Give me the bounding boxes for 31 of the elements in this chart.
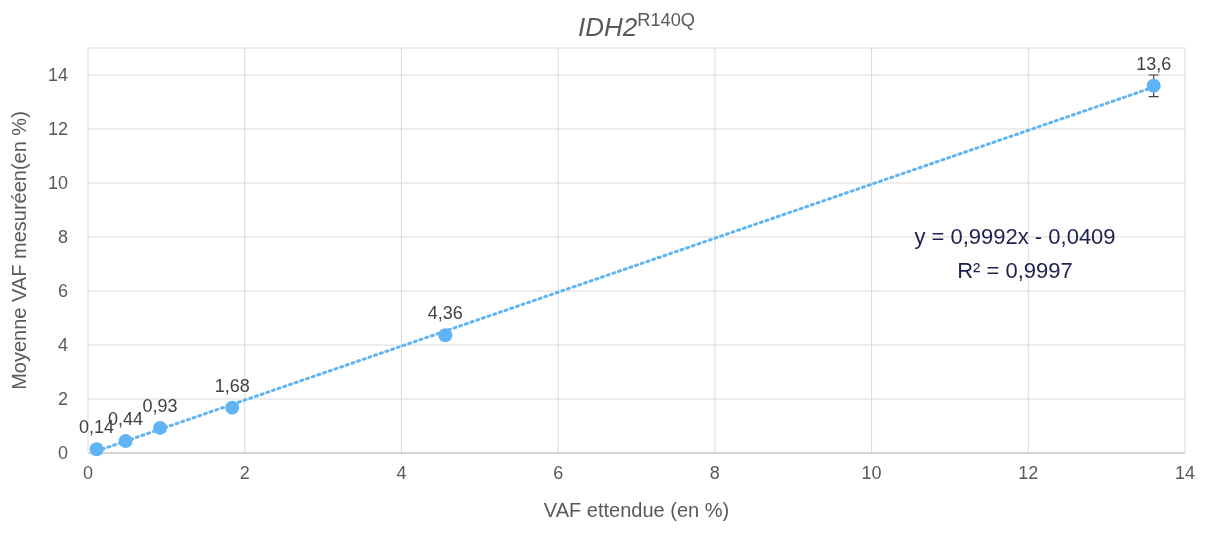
point — [1146, 78, 1161, 93]
x-tick-label: 10 — [861, 463, 882, 483]
y-axis-title: Moyenne VAF mesuréen(en %) — [8, 111, 30, 390]
y-tick-label: 6 — [57, 281, 68, 301]
point — [153, 420, 168, 435]
y-tick-label: 12 — [47, 119, 68, 139]
point — [89, 442, 104, 457]
data-label: 13,6 — [1136, 53, 1172, 74]
x-tick-label: 0 — [82, 463, 94, 483]
y-tick-label: 0 — [57, 443, 68, 463]
point — [438, 328, 453, 343]
x-tick-label: 4 — [396, 463, 407, 483]
x-tick-label: 8 — [709, 463, 720, 483]
y-tick-label: 8 — [57, 227, 68, 247]
y-tick-label: 14 — [47, 65, 68, 85]
data-label: 1,68 — [214, 375, 250, 396]
point — [225, 400, 240, 415]
x-tick-label: 2 — [239, 463, 250, 483]
annotation: y = 0,9992x - 0,0409 — [914, 224, 1116, 249]
chart-title: IDH2$^{R140Q}$ — [578, 10, 695, 42]
y-tick-label: 2 — [57, 389, 68, 409]
x-tick-label: 14 — [1174, 463, 1196, 483]
x-tick-label: 6 — [553, 463, 564, 483]
data-label: 4,36 — [427, 303, 463, 324]
x-tick-label: 12 — [1018, 463, 1039, 483]
y-tick-label: 10 — [47, 173, 68, 193]
x-axis-title: VAF ettendue (en %) — [543, 499, 730, 521]
annotation: R² = 0,9997 — [957, 258, 1073, 283]
data-label: 0,93 — [142, 395, 178, 416]
point — [118, 434, 133, 449]
y-tick-label: 4 — [57, 335, 68, 355]
